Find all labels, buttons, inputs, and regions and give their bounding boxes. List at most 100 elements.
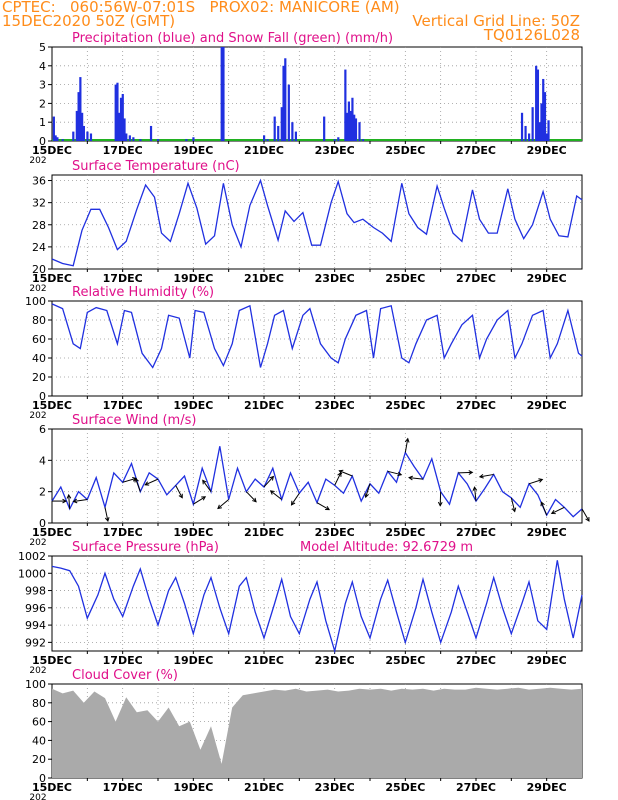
precip-ytick-label: 1 [39,116,46,129]
wind-xaxis-sublabel: 202 [29,538,46,548]
wind-direction-arrow [528,479,543,485]
precip-bar [538,122,541,141]
precip-xtick-label: 15DEC [32,144,72,157]
wind-arrow-head [269,490,275,495]
wind-arrow-head [468,470,474,475]
pres-ytick-label: 996 [25,602,46,615]
rh-xaxis-sublabel: 202 [29,411,46,421]
pres-ytick-label: 1000 [18,567,46,580]
precip-bar [81,112,84,141]
cloud-ytick-label: 20 [32,753,46,766]
wind-xtick-label: 21DEC [244,526,284,539]
precip-xtick-label: 27DEC [456,144,496,157]
precip-title: Precipitation (blue) and Snow Fall (gree… [72,31,393,46]
cloud-xtick-label: 29DEC [527,781,567,794]
wind-arrow-head [62,498,68,504]
precip-xtick-label: 25DEC [385,144,425,157]
wind-direction-arrow [145,478,159,486]
precip-bar [139,139,142,141]
temp-ytick-label: 24 [32,241,46,254]
wind-xtick-label: 25DEC [385,526,425,539]
wind-series-line [51,446,583,518]
wind-arrow-head [290,500,296,506]
precip-bar [79,77,82,141]
temp-xtick-label: 19DEC [173,272,213,285]
wind-ytick-label: 6 [39,423,46,436]
wind-xtick-label: 19DEC [173,526,213,539]
precip-bar [132,137,135,141]
wind-direction-arrow [217,499,229,509]
rh-frame [51,300,583,397]
cloud-ytick-label: 80 [32,697,46,710]
pres-xtick-label: 17DEC [103,654,143,667]
wind-arrow-head [201,496,207,501]
pres-xtick-label: 19DEC [173,654,213,667]
wind-direction-arrow [365,483,371,498]
precip-ytick-label: 5 [39,41,46,54]
precip-bar [72,131,75,141]
pres-xtick-label: 23DEC [315,654,355,667]
wind-xtick-label: 29DEC [527,526,567,539]
cloud-xtick-label: 15DEC [32,781,72,794]
precip-ytick-label: 2 [39,97,46,110]
rh-xtick-label: 29DEC [527,399,567,412]
wind-arrow-head [511,507,517,513]
pres-ytick-label: 992 [25,636,46,649]
wind-arrow-head [404,437,410,443]
rh-ytick-label: 100 [25,295,46,308]
precip-bar [284,58,287,141]
temp-frame [51,174,583,270]
wind-arrow-head [585,517,590,522]
wind-title: Surface Wind (m/s) [72,413,196,428]
rh-title: Relative Humidity (%) [72,285,214,300]
wind-arrow-head [202,479,207,485]
rh-xtick-label: 15DEC [32,399,72,412]
cloud-xaxis-sublabel: 202 [29,793,46,800]
precip-bar [56,137,59,141]
wind-arrow-head [144,481,150,486]
precip-bar [266,139,269,141]
precip-bar [149,125,153,141]
wind-ytick-label: 4 [39,454,46,467]
cloud-ytick-label: 60 [32,716,46,729]
wind-direction-arrow [404,438,409,453]
precip-xtick-label: 19DEC [173,144,213,157]
precip-bar [351,97,354,141]
rh-xtick-label: 23DEC [315,399,355,412]
wind-arrow-head [217,504,222,510]
cloud-cover-area [52,687,582,778]
rh-series-line [51,303,583,369]
wind-arrow-head [550,509,556,515]
precip-frame [51,46,583,142]
wind-direction-arrow [551,506,565,514]
cloud-xtick-label: 25DEC [385,781,425,794]
precip-bar [358,122,361,141]
precip-bar [280,107,283,141]
wind-arrow-head [178,493,183,499]
precip-bar [118,112,121,141]
wind-direction-arrow [334,472,342,486]
wind-direction-arrow [270,490,282,500]
wind-arrow-head [252,497,257,503]
wind-arrow-head [408,475,413,481]
wind-arrow-head [134,477,139,483]
cloud-title: Cloud Cover (%) [72,668,178,683]
precip-bar [543,92,547,141]
precip-xtick-label: 23DEC [315,144,355,157]
wind-direction-arrow [291,492,300,506]
wind-direction-arrow [581,508,590,522]
wind-xtick-label: 17DEC [103,526,143,539]
temp-title: Surface Temperature (nC) [72,159,240,174]
precip-bar [277,125,280,141]
pres-xtick-label: 27DEC [456,654,496,667]
precip-bar [185,139,188,141]
wind-arrow-head [325,505,331,511]
wind-direction-arrow [104,507,109,522]
precip-bar [545,133,548,141]
wind-direction-arrow [387,470,402,476]
precip-bar [542,78,545,141]
rh-xtick-label: 19DEC [173,399,213,412]
precip-bar [333,139,336,141]
pres-xaxis-sublabel: 202 [29,666,46,676]
cloud-xtick-label: 27DEC [456,781,496,794]
